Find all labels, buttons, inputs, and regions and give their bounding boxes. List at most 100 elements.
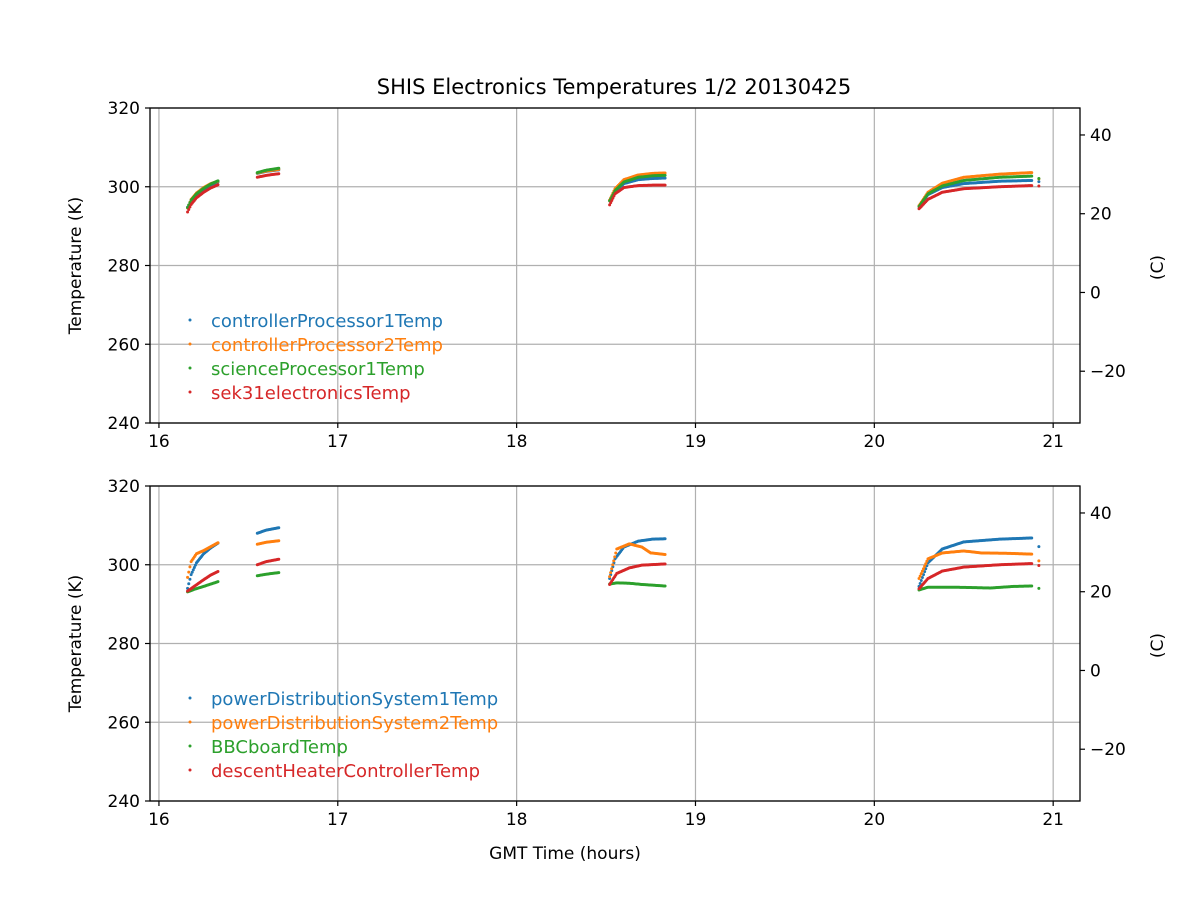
x-tick-label: 16 <box>148 810 170 830</box>
data-point <box>920 576 924 580</box>
y-tick-label: 320 <box>108 99 140 119</box>
data-point <box>610 567 614 571</box>
y-tick-label: 320 <box>108 477 140 497</box>
data-point <box>1030 174 1034 178</box>
data-point <box>188 577 192 581</box>
legend-marker <box>188 390 192 394</box>
legend-label: powerDistributionSystem2Temp <box>211 713 498 734</box>
legend-label: descentHeaterControllerTemp <box>211 761 480 782</box>
y-tick-label: 300 <box>108 178 140 198</box>
data-point <box>1037 180 1041 184</box>
data-point <box>1030 184 1034 188</box>
data-point <box>216 569 220 573</box>
data-point <box>192 566 196 570</box>
series-controllerProcessor2Temp <box>186 167 1041 210</box>
data-point <box>611 563 615 567</box>
legend-label: BBCboardTemp <box>211 737 348 758</box>
right-y-tick-label: 0 <box>1090 283 1101 303</box>
data-point <box>663 176 667 180</box>
data-point <box>216 183 220 187</box>
data-point <box>919 572 923 576</box>
legend-label: controllerProcessor2Temp <box>211 335 443 356</box>
data-point <box>193 563 197 567</box>
right-y-axis-label: (C) <box>1148 633 1168 658</box>
x-tick-label: 19 <box>685 432 707 452</box>
y-tick-label: 240 <box>108 792 140 812</box>
x-tick-label: 17 <box>327 810 349 830</box>
data-point <box>918 581 922 585</box>
legend: controllerProcessor1Temp controllerProces… <box>188 311 443 404</box>
right-y-tick-label: 20 <box>1090 205 1112 225</box>
data-point <box>1037 184 1041 188</box>
x-tick-label: 20 <box>864 432 886 452</box>
right-y-axis-label: (C) <box>1148 255 1168 280</box>
data-point <box>922 573 926 577</box>
data-point <box>663 584 667 588</box>
data-point <box>189 573 193 577</box>
legend-marker <box>188 696 192 700</box>
legend-marker <box>188 318 192 322</box>
data-point <box>925 559 929 563</box>
right-y-tick-label: 0 <box>1090 661 1101 681</box>
data-point <box>608 575 612 579</box>
data-point <box>663 183 667 187</box>
data-point <box>1030 178 1034 182</box>
right-y-tick-label: 40 <box>1090 504 1112 524</box>
data-point <box>922 567 926 571</box>
data-point <box>1037 564 1041 568</box>
data-point <box>277 166 281 170</box>
series-descentHeaterControllerTemp <box>186 557 1041 593</box>
right-y-tick-label: −20 <box>1090 362 1126 382</box>
y-axis-label: Temperature (K) <box>66 575 86 714</box>
data-point <box>216 580 220 584</box>
data-point <box>924 562 928 566</box>
right-y-tick-label: −20 <box>1090 740 1126 760</box>
data-point <box>1030 562 1034 566</box>
data-point <box>663 537 667 541</box>
top-panel: 16 17 18 19 20 21 240 260 280 300 320 −20 0 20 40 Tempe… <box>66 99 1168 452</box>
data-point <box>277 172 281 176</box>
x-tick-label: 16 <box>148 432 170 452</box>
data-point <box>186 575 190 579</box>
data-point <box>186 210 190 214</box>
data-point <box>917 577 921 581</box>
data-point <box>613 555 617 559</box>
right-y-tick-label: 20 <box>1090 583 1112 603</box>
data-point <box>1037 176 1041 180</box>
data-point <box>187 207 191 211</box>
data-point <box>277 571 281 575</box>
chart-title: SHIS Electronics Temperatures 1/2 201304… <box>377 75 851 99</box>
data-point <box>920 569 924 573</box>
legend-marker <box>188 768 192 772</box>
series-controllerProcessor1Temp <box>186 168 1041 209</box>
right-y-tick-label: 40 <box>1090 126 1112 146</box>
data-point <box>663 173 667 177</box>
data-point <box>612 559 616 563</box>
data-point <box>918 574 922 578</box>
data-point <box>188 205 192 209</box>
x-tick-label: 20 <box>864 810 886 830</box>
legend-label: scienceProcessor1Temp <box>211 359 425 380</box>
y-axis-label: Temperature (K) <box>66 197 86 336</box>
data-point <box>277 557 281 561</box>
data-point <box>1037 545 1041 549</box>
bottom-panel: 16 17 18 19 20 21 240 260 280 300 320 −20 0 20 40 Tempe… <box>66 477 1168 864</box>
legend-marker <box>188 366 192 370</box>
y-tick-label: 280 <box>108 635 140 655</box>
series-BBCboardTemp <box>186 571 1041 594</box>
legend-label: sek31electronicsTemp <box>211 383 411 404</box>
data-point <box>923 570 927 574</box>
y-tick-label: 300 <box>108 556 140 576</box>
data-point <box>919 579 923 582</box>
data-point <box>1030 171 1034 175</box>
legend-marker <box>188 744 192 748</box>
data-point <box>614 551 618 555</box>
legend-label: powerDistributionSystem1Temp <box>211 689 498 710</box>
data-point <box>187 570 191 574</box>
data-point <box>277 539 281 543</box>
data-point <box>1030 552 1034 556</box>
data-point <box>663 171 667 175</box>
y-tick-label: 240 <box>108 414 140 434</box>
x-tick-label: 17 <box>327 432 349 452</box>
